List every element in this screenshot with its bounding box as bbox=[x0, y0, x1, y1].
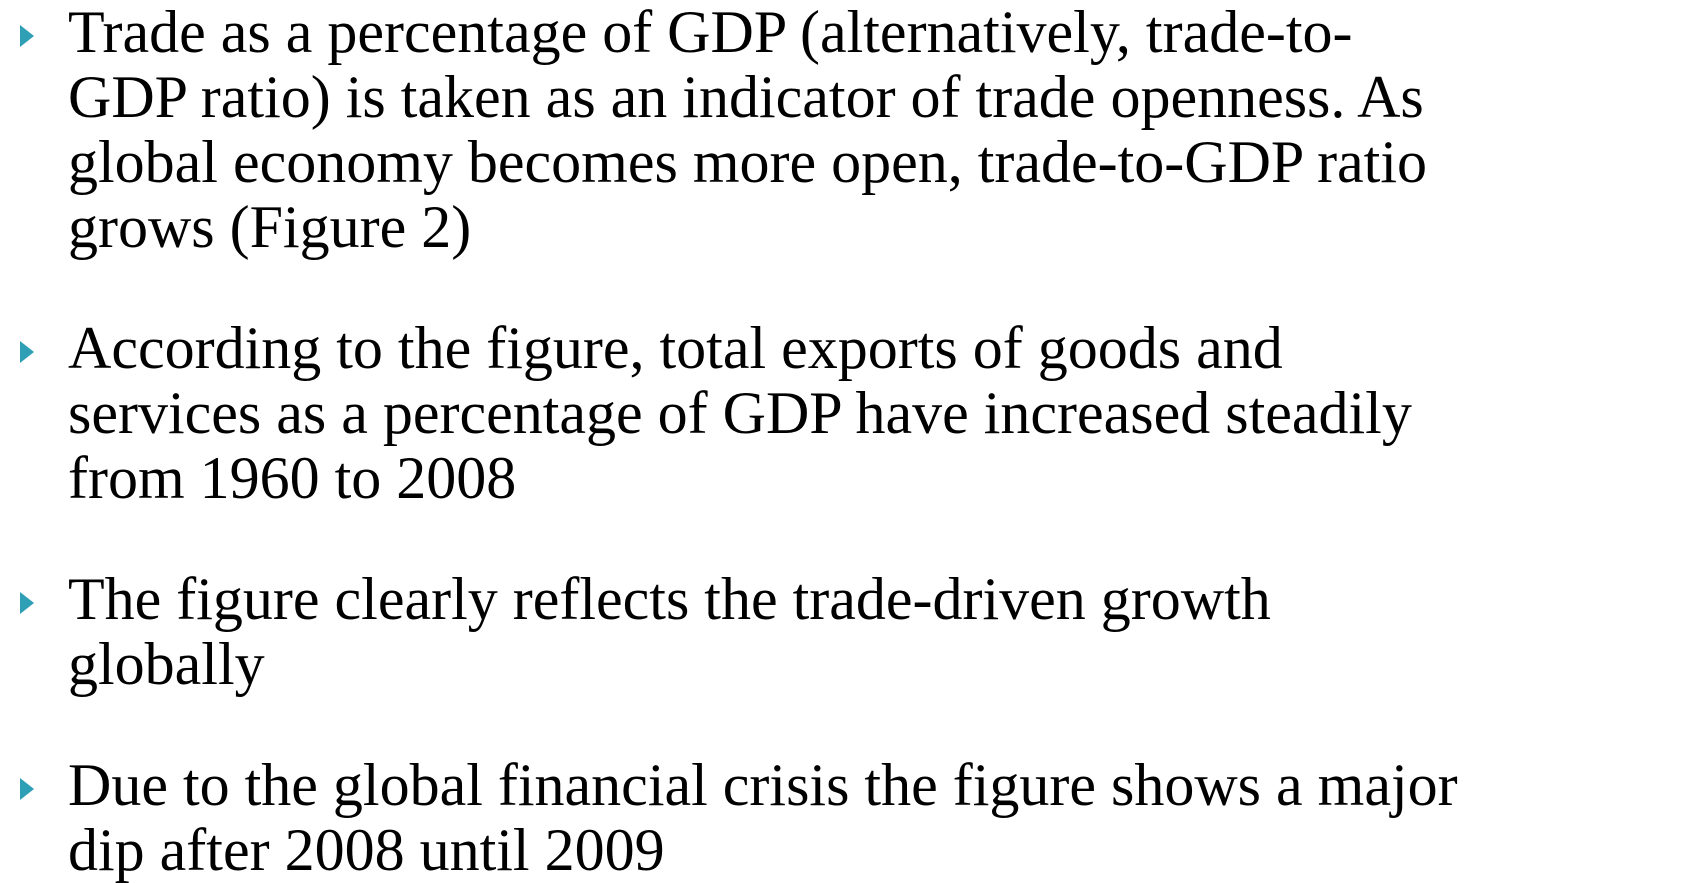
bullet-item: Trade as a percentage of GDP (alternativ… bbox=[0, 0, 1684, 260]
bullet-text-line: GDP ratio) is taken as an indicator of t… bbox=[68, 64, 1424, 130]
bullet-text-line: The figure clearly reflects the trade-dr… bbox=[68, 566, 1271, 632]
bullet-text-line: global economy becomes more open, trade-… bbox=[68, 129, 1428, 195]
bullet-text-line: Due to the global financial crisis the f… bbox=[68, 752, 1458, 818]
bullet-item: Due to the global financial crisis the f… bbox=[0, 753, 1684, 883]
bullet-text-line: dip after 2008 until 2009 bbox=[68, 817, 665, 883]
bullet-text-line: grows (Figure 2) bbox=[68, 194, 472, 260]
bullet-marker bbox=[20, 340, 34, 363]
bullet-text-line: According to the figure, total exports o… bbox=[68, 315, 1283, 381]
bullet-marker bbox=[20, 24, 34, 47]
bullet-item: According to the figure, total exports o… bbox=[0, 316, 1684, 511]
bullet-text-line: services as a percentage of GDP have inc… bbox=[68, 380, 1412, 446]
bullet-text-line: Trade as a percentage of GDP (alternativ… bbox=[68, 0, 1353, 65]
bullet-marker bbox=[20, 777, 34, 800]
bullet-text-line: from 1960 to 2008 bbox=[68, 445, 517, 511]
bullet-item: The figure clearly reflects the trade-dr… bbox=[0, 567, 1684, 697]
bullet-text-line: globally bbox=[68, 631, 265, 697]
bullet-marker bbox=[20, 591, 34, 614]
